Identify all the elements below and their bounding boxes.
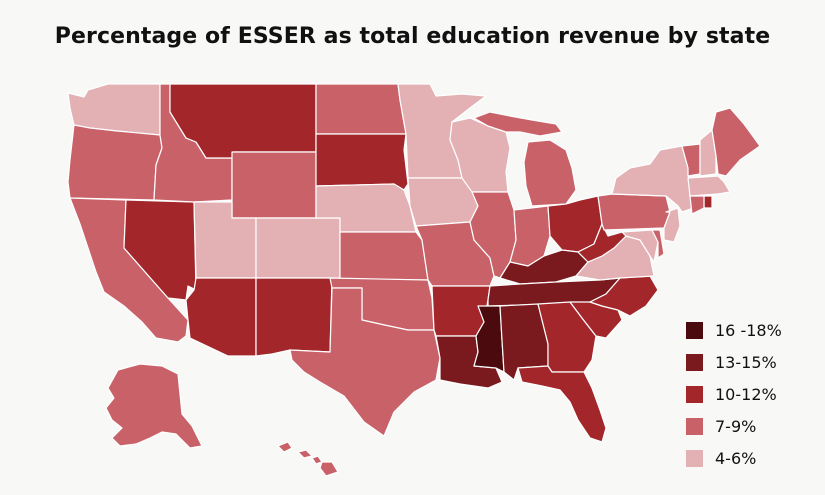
legend-label: 13-15% <box>715 352 777 372</box>
map-title: Percentage of ESSER as total education r… <box>54 24 771 49</box>
state-maine <box>711 107 761 177</box>
legend-item: 13-15% <box>686 346 806 378</box>
state-colorado <box>255 217 341 279</box>
state-pennsylvania <box>597 193 671 231</box>
legend-item: 7-9% <box>686 410 806 442</box>
legend-item: 4-6% <box>686 442 806 474</box>
state-new-mexico <box>255 277 333 357</box>
state-oregon <box>67 124 163 201</box>
state-north-carolina <box>589 275 659 317</box>
state-arizona <box>185 277 257 357</box>
state-alaska <box>105 363 203 449</box>
state-wyoming <box>231 151 317 219</box>
legend: 16 -18% 13-15% 10-12% 7-9% 4-6% <box>686 314 806 474</box>
state-connecticut <box>689 195 705 215</box>
legend-label: 10-12% <box>715 384 777 404</box>
state-new-hampshire <box>699 129 717 177</box>
state-hawaii <box>277 441 339 477</box>
legend-label: 4-6% <box>715 448 757 468</box>
state-new-jersey <box>663 207 681 243</box>
legend-swatch <box>686 321 703 339</box>
state-michigan <box>523 139 577 207</box>
state-delaware <box>651 229 665 259</box>
legend-swatch <box>686 449 703 467</box>
legend-label: 7-9% <box>715 416 757 436</box>
state-texas <box>289 287 441 437</box>
legend-swatch <box>686 385 703 403</box>
state-massachusetts <box>687 175 731 197</box>
legend-label: 16 -18% <box>715 320 782 340</box>
legend-swatch <box>686 417 703 435</box>
state-south-dakota <box>315 133 409 191</box>
state-rhode-island <box>703 195 713 209</box>
state-vermont <box>681 143 701 177</box>
legend-item: 16 -18% <box>686 314 806 346</box>
legend-item: 10-12% <box>686 378 806 410</box>
state-michigan-upper <box>473 111 563 137</box>
state-north-dakota <box>315 83 407 135</box>
state-kansas <box>339 231 429 281</box>
state-illinois <box>469 191 517 279</box>
state-florida <box>517 365 607 443</box>
legend-swatch <box>686 353 703 371</box>
